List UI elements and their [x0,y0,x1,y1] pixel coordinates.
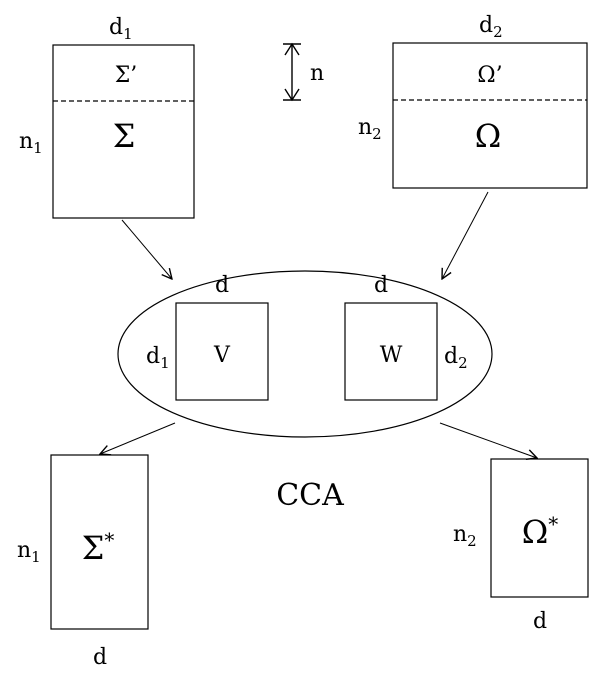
n-marker-head-bottom [284,88,300,102]
cca-ellipse-group: V d d1 W d d2 [117,270,493,438]
matrix-w-box [344,302,438,401]
matrix-omega: Ω’ Ω d2 n2 [358,13,588,189]
matrix-sigma-star-symbol: Σ* [82,528,115,567]
matrix-sigma-star-box [50,454,149,630]
matrix-sigma-star-width-label: d [93,645,107,670]
arrow-cca-to-sigma-star [100,422,176,454]
matrix-sigma-lower-symbol: Σ [113,117,136,155]
arrow-omega-to-cca [442,191,489,279]
cca-ellipse [117,270,493,438]
matrix-sigma-upper-symbol: Σ’ [115,63,138,88]
matrix-omega-height-label: n2 [358,115,382,143]
matrix-w-symbol: W [380,343,403,368]
matrix-omega-star: Ω* n2 d [453,458,589,634]
cca-label: CCA [276,478,344,513]
matrix-omega-star-box [490,458,589,598]
matrix-sigma-star-height-label: n1 [17,538,41,566]
matrix-omega-box [392,42,588,189]
matrix-sigma-box [52,44,195,219]
matrix-v-top-label: d [215,273,229,298]
matrix-sigma-width-label: d1 [109,15,133,43]
matrix-omega-upper-symbol: Ω’ [477,63,502,88]
matrix-omega-star-width-label: d [533,609,547,634]
matrix-omega-width-label: d2 [479,13,503,41]
matrix-omega-star-symbol: Ω* [522,512,559,551]
matrix-omega-star-height-label: n2 [453,522,477,550]
arrow-cca-to-omega-star [439,422,537,458]
matrix-v-side-label: d1 [146,344,170,372]
matrix-sigma: Σ’ Σ d1 n1 [19,15,195,219]
n-marker-label: n [310,61,324,86]
matrix-sigma-height-label: n1 [19,129,43,157]
arrow-sigma-to-cca [121,219,172,279]
matrix-sigma-star: Σ* n1 d [17,454,149,670]
matrix-w-top-label: d [374,273,388,298]
matrix-v-box [175,302,269,401]
matrix-w-side-label: d2 [444,344,468,372]
matrix-omega-lower-symbol: Ω [475,117,502,155]
matrix-v-symbol: V [213,343,231,368]
n-marker-head-top [284,42,300,56]
n-dimension-marker: n [283,42,324,102]
